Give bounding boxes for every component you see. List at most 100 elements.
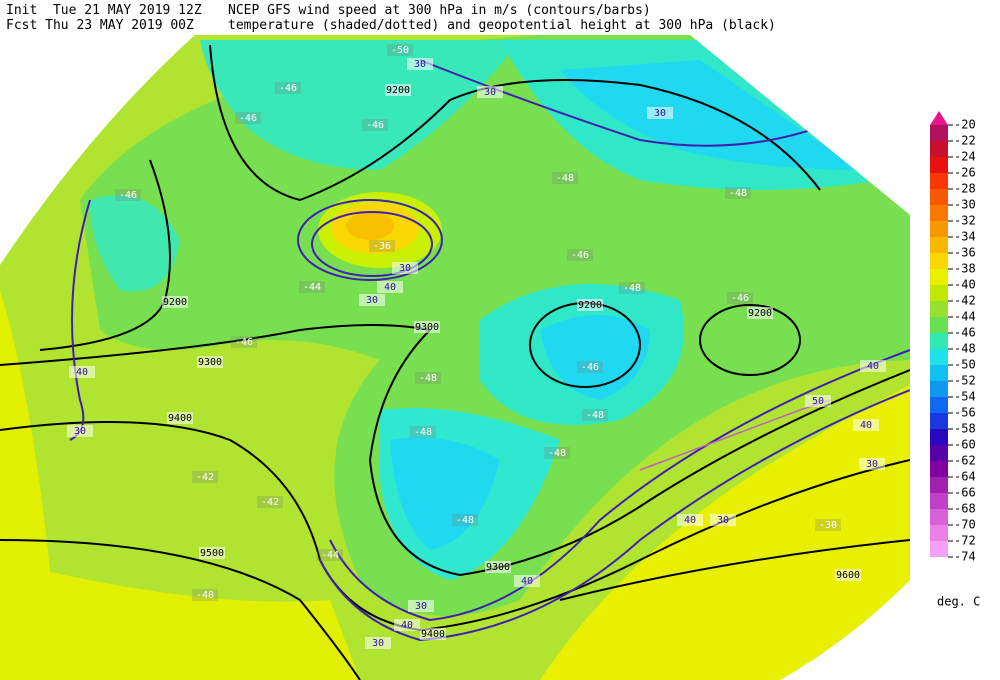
- temperature-label: -40: [196, 590, 214, 601]
- wind-label: 30: [654, 108, 666, 119]
- colorbar-swatch: [930, 173, 948, 189]
- temperature-label: -44: [321, 550, 339, 561]
- colorbar-swatch: [930, 445, 948, 461]
- colorbar-swatch: [930, 237, 948, 253]
- wind-contour-strong: [639, 399, 831, 471]
- temperature-label: -46: [581, 362, 599, 373]
- contour-labels: 9200 9200 9200 9200 9300 9300 9400 9500 9300 9400…: [67, 44, 886, 649]
- label-box: [577, 361, 603, 373]
- label-box: [452, 514, 478, 526]
- label-box: [420, 628, 446, 640]
- wind-label: 30: [74, 426, 86, 437]
- label-box: [408, 600, 434, 612]
- wind-label: 30: [372, 638, 384, 649]
- colorbar-swatch: [930, 381, 948, 397]
- temperature-label: -48: [586, 410, 604, 421]
- colorbar-label: -70: [954, 518, 976, 532]
- colorbar-label: -64: [954, 470, 976, 484]
- height-label: 9500: [200, 548, 224, 559]
- label-box: [514, 575, 540, 587]
- colorbar-label: -34: [954, 230, 976, 244]
- wind-label: 40: [401, 620, 413, 631]
- colorbar-label: -40: [954, 278, 976, 292]
- colorbar-swatch: [930, 269, 948, 285]
- field-cold-north: [200, 40, 520, 170]
- colorbar-label: -68: [954, 502, 976, 516]
- colorbar-label: -24: [954, 150, 976, 164]
- wind-contour: [297, 199, 443, 281]
- colorbar-arrow: [930, 111, 948, 125]
- label-box: [359, 294, 385, 306]
- label-box: [392, 262, 418, 274]
- temperature-label: -46: [119, 190, 137, 201]
- label-box: [410, 426, 436, 438]
- colorbar-label: -22: [954, 134, 976, 148]
- field-warm-core: [346, 212, 394, 240]
- label-box: [619, 282, 645, 294]
- colorbar-label: -46: [954, 326, 976, 340]
- label-box: [162, 296, 188, 308]
- label-box: [362, 119, 388, 131]
- height-label: 9200: [163, 297, 187, 308]
- wind-label: 40: [684, 515, 696, 526]
- label-box: [377, 281, 403, 293]
- label-box: [414, 321, 440, 333]
- label-box: [231, 336, 257, 348]
- colorbar-label: -60: [954, 438, 976, 452]
- temperature-label: -48: [456, 515, 474, 526]
- temperature-label: -46: [731, 293, 749, 304]
- wind-label: 30: [866, 459, 878, 470]
- temperature-label: -46: [366, 120, 384, 131]
- label-box: [167, 412, 193, 424]
- label-box: [275, 82, 301, 94]
- colorbar-label: -20: [954, 118, 976, 132]
- height-label: 9600: [836, 570, 860, 581]
- label-box: [67, 425, 93, 437]
- wind-label: 40: [521, 576, 533, 587]
- colorbar-label: -48: [954, 342, 976, 356]
- colorbar-label: -58: [954, 422, 976, 436]
- label-box: [710, 514, 736, 526]
- colorbar-label: -54: [954, 390, 976, 404]
- label-box: [577, 299, 603, 311]
- label-box: [815, 519, 841, 531]
- height-contour: [0, 539, 361, 680]
- height-contour: [699, 304, 801, 376]
- label-box: [317, 549, 343, 561]
- init-time: Init Tue 21 MAY 2019 12Z: [6, 3, 202, 18]
- height-label: 9200: [748, 308, 772, 319]
- label-box: [385, 84, 411, 96]
- label-box: [725, 187, 751, 199]
- temperature-label: -44: [303, 282, 321, 293]
- colorbar-swatch: [930, 493, 948, 509]
- wind-label: 40: [76, 367, 88, 378]
- label-box: [394, 619, 420, 631]
- label-box: [257, 496, 283, 508]
- label-box: [69, 366, 95, 378]
- colorbar-swatch: [930, 461, 948, 477]
- wind-contour: [319, 389, 910, 642]
- label-box: [115, 189, 141, 201]
- temperature-label: -46: [235, 337, 253, 348]
- label-box: [407, 58, 433, 70]
- field-coldest-central: [540, 315, 650, 400]
- wind-label: 50: [812, 396, 824, 407]
- label-box: [197, 356, 223, 368]
- label-box: [369, 240, 395, 252]
- colorbar-label: -36: [954, 246, 976, 260]
- colorbar-unit: deg. C: [937, 595, 980, 609]
- temperature-label: -46: [571, 250, 589, 261]
- wind-contour: [329, 349, 910, 622]
- colorbar-swatch: [930, 397, 948, 413]
- height-label: 9200: [386, 85, 410, 96]
- colorbar-label: -28: [954, 182, 976, 196]
- height-label: 9300: [198, 357, 222, 368]
- wind-label: 30: [484, 87, 496, 98]
- colorbar-swatch: [930, 365, 948, 381]
- label-box: [552, 172, 578, 184]
- colorbar-swatch: [930, 317, 948, 333]
- forecast-time: Fcst Thu 23 MAY 2019 00Z: [6, 18, 194, 33]
- height-contour: [209, 44, 821, 202]
- colorbar-swatch: [930, 301, 948, 317]
